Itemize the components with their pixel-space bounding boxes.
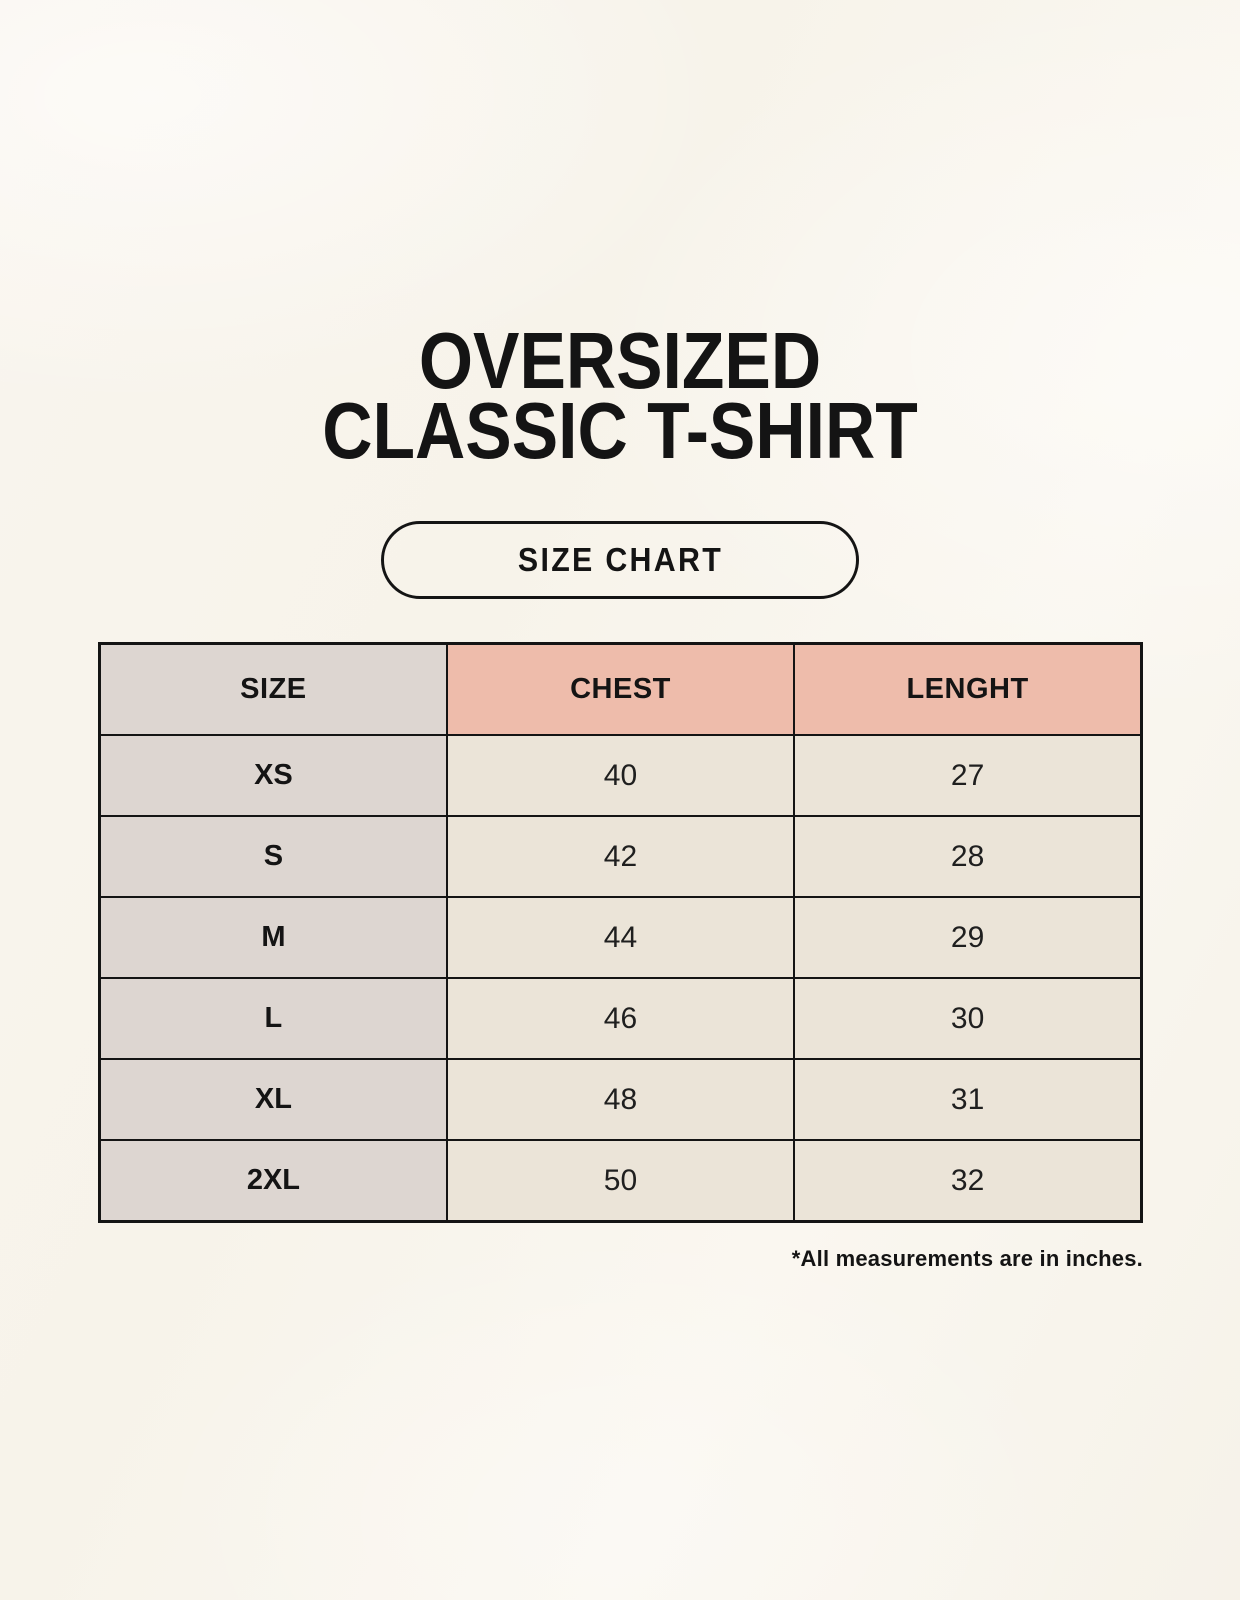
chest-cell: 46 bbox=[445, 977, 796, 1060]
product-title-line-2: CLASSIC T-SHIRT bbox=[322, 386, 918, 475]
length-cell: 29 bbox=[793, 896, 1143, 979]
chest-cell: 50 bbox=[445, 1139, 796, 1223]
product-title-line-1: OVERSIZED bbox=[418, 316, 822, 405]
page-title: OVERSIZED CLASSIC T-SHIRT bbox=[0, 316, 1240, 475]
chest-cell: 48 bbox=[445, 1058, 796, 1141]
size-table-header-row: SIZE CHEST LENGHT bbox=[98, 642, 1143, 736]
size-cell: XS bbox=[98, 734, 448, 817]
table-row-m: M 44 29 bbox=[98, 896, 1143, 979]
length-cell: 31 bbox=[793, 1058, 1143, 1141]
header-chest: CHEST bbox=[445, 642, 796, 736]
table-row-xs: XS 40 27 bbox=[98, 734, 1143, 817]
chest-cell: 40 bbox=[445, 734, 796, 817]
measurements-footnote: *All measurements are in inches. bbox=[791, 1246, 1143, 1271]
table-row-xl: XL 48 31 bbox=[98, 1058, 1143, 1141]
size-cell: S bbox=[98, 815, 448, 898]
size-chart-badge-label: SIZE CHART bbox=[517, 541, 723, 578]
table-row-l: L 46 30 bbox=[98, 977, 1143, 1060]
size-cell: L bbox=[98, 977, 448, 1060]
length-cell: 27 bbox=[793, 734, 1143, 817]
table-row-s: S 42 28 bbox=[98, 815, 1143, 898]
header-lenght: LENGHT bbox=[793, 642, 1143, 736]
chest-cell: 42 bbox=[445, 815, 796, 898]
chest-cell: 44 bbox=[445, 896, 796, 979]
length-cell: 30 bbox=[793, 977, 1143, 1060]
size-cell: 2XL bbox=[98, 1139, 448, 1223]
size-cell: XL bbox=[98, 1058, 448, 1141]
size-cell: M bbox=[98, 896, 448, 979]
length-cell: 28 bbox=[793, 815, 1143, 898]
size-table: SIZE CHEST LENGHT XS 40 27 S 42 28 M 44 … bbox=[98, 642, 1143, 1223]
header-size: SIZE bbox=[98, 642, 448, 736]
length-cell: 32 bbox=[793, 1139, 1143, 1223]
table-row-2xl: 2XL 50 32 bbox=[98, 1139, 1143, 1223]
size-chart-badge: SIZE CHART bbox=[381, 521, 859, 599]
